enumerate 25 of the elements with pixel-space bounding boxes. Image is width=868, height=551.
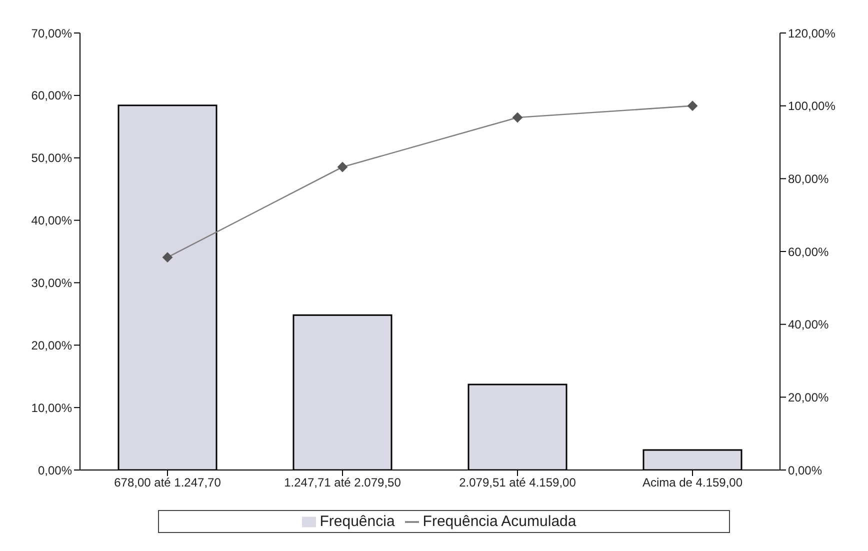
y2-tick-label: 80,00% xyxy=(788,172,830,186)
y2-tick-label: 0,00% xyxy=(788,463,822,478)
y-tick-label: 0,00% xyxy=(38,463,72,478)
x-tick-label: 2.079,51 até 4.159,00 xyxy=(459,476,576,490)
legend-label: Frequência Acumulada xyxy=(422,513,576,530)
y-tick-label: 50,00% xyxy=(31,151,72,166)
y2-tick-label: 20,00% xyxy=(788,390,830,404)
y-tick-label: 70,00% xyxy=(31,26,72,40)
legend-label: Frequência xyxy=(320,513,395,530)
point xyxy=(688,100,698,111)
x-tick-label: 1.247,71 até 2.079,50 xyxy=(284,476,402,490)
point xyxy=(162,252,172,262)
y-tick-label: 10,00% xyxy=(31,400,72,415)
point xyxy=(338,162,348,172)
y2-tick-label: 100,00% xyxy=(788,99,836,114)
x-tick-label: Acima de 4.159,00 xyxy=(642,476,743,490)
y-tick-label: 30,00% xyxy=(31,276,72,290)
y2-tick-label: 40,00% xyxy=(788,318,830,332)
y2-tick-label: 60,00% xyxy=(788,244,830,259)
y-tick-label: 20,00% xyxy=(31,338,72,352)
point xyxy=(512,112,522,122)
y-tick-label: 60,00% xyxy=(31,88,72,103)
x-tick-label: 678,00 até 1.247,70 xyxy=(114,476,222,490)
y-tick-label: 40,00% xyxy=(31,214,72,228)
y2-tick-label: 120,00% xyxy=(788,26,836,40)
